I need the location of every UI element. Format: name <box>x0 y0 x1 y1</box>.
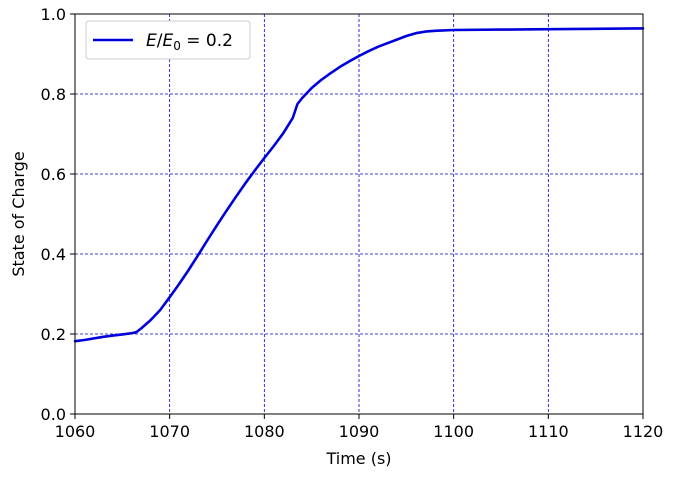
x-axis-label: Time (s) <box>325 449 391 468</box>
y-tick-label: 0.2 <box>41 325 66 344</box>
y-tick-label: 0.4 <box>41 245 66 264</box>
x-tick-label: 1110 <box>528 422 569 441</box>
legend-value: = 0.2 <box>181 31 233 51</box>
x-tick-label: 1070 <box>149 422 190 441</box>
legend-sep: / <box>157 31 163 51</box>
legend-var: E <box>146 31 157 51</box>
y-tick-label: 0.6 <box>41 165 66 184</box>
y-axis-ticks: 0.0 0.2 0.4 0.6 0.8 1.0 <box>41 5 75 424</box>
x-tick-label: 1080 <box>244 422 285 441</box>
y-tick-label: 1.0 <box>41 5 66 24</box>
y-tick-label: 0.8 <box>41 85 66 104</box>
legend: E/E0 = 0.2 <box>85 20 251 60</box>
x-tick-label: 1100 <box>433 422 474 441</box>
x-tick-label: 1090 <box>339 422 380 441</box>
legend-sub-var: E <box>162 31 173 51</box>
y-axis-label: State of Charge <box>9 151 28 276</box>
y-tick-label: 0.0 <box>41 405 66 424</box>
x-tick-label: 1120 <box>623 422 664 441</box>
x-axis-ticks: 1060 1070 1080 1090 1100 1110 1120 <box>55 414 664 441</box>
series-line <box>73 27 645 343</box>
legend-label: E/E0 = 0.2 <box>146 31 233 53</box>
legend-subscript: 0 <box>173 39 181 53</box>
x-tick-label: 1060 <box>55 422 96 441</box>
legend-box <box>85 20 251 60</box>
